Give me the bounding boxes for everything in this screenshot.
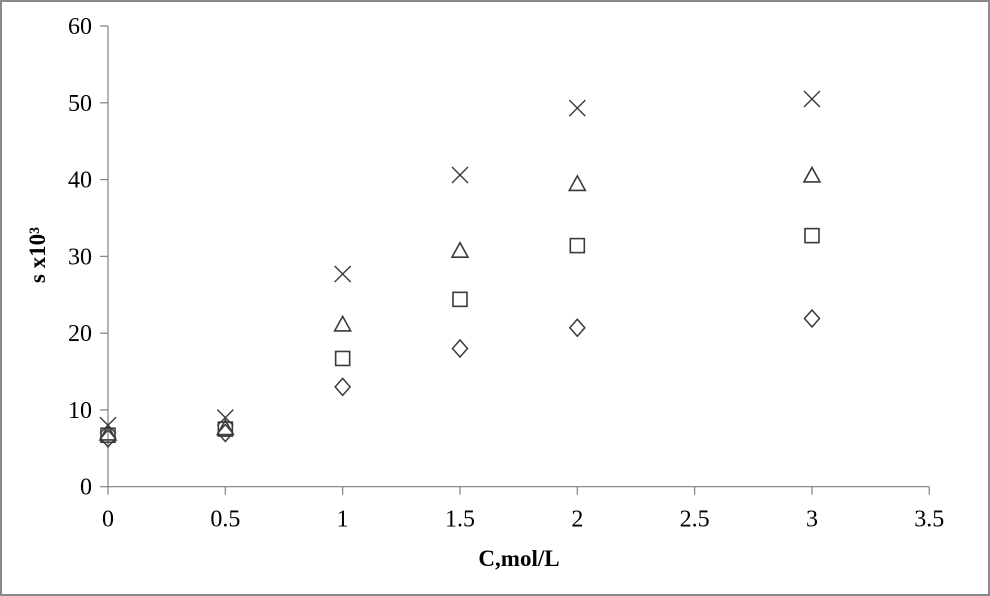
marker-diamond xyxy=(451,338,469,359)
marker-square xyxy=(100,427,116,444)
marker-triangle xyxy=(333,314,353,332)
x-tick-label: 0 xyxy=(102,507,114,533)
y-tick-label: 10 xyxy=(68,398,92,424)
x-axis-title: C,mol/L xyxy=(478,546,560,571)
marker-cross xyxy=(334,265,352,283)
marker-triangle xyxy=(215,418,235,436)
marker-diamond xyxy=(334,377,352,397)
marker-diamond xyxy=(568,318,586,338)
marker-square xyxy=(334,350,351,367)
marker-diamond xyxy=(216,423,234,443)
marker-cross xyxy=(451,166,469,184)
x-tick-label: 3.5 xyxy=(914,507,944,533)
y-tick-label: 20 xyxy=(68,321,92,347)
marker-cross xyxy=(99,416,117,434)
y-tick-label: 30 xyxy=(68,244,92,270)
y-tick-label: 50 xyxy=(68,91,92,117)
marker-diamond xyxy=(803,308,821,329)
marker-cross xyxy=(216,409,234,427)
y-tick-label: 60 xyxy=(68,14,92,40)
marker-square xyxy=(452,291,468,308)
x-tick-label: 2 xyxy=(571,507,583,533)
marker-triangle xyxy=(450,241,470,259)
marker-square xyxy=(569,237,586,254)
x-tick-label: 3 xyxy=(806,507,818,533)
marker-square xyxy=(217,421,234,437)
x-tick-label: 2.5 xyxy=(680,507,710,533)
y-axis-title: s x10³ xyxy=(25,226,50,284)
marker-square xyxy=(804,227,820,244)
marker-cross xyxy=(803,90,821,108)
x-tick-label: 0.5 xyxy=(210,507,240,533)
marker-triangle xyxy=(802,165,822,183)
y-tick-label: 0 xyxy=(80,475,92,501)
x-tick-label: 1.5 xyxy=(445,507,475,533)
x-tick-label: 1 xyxy=(337,507,349,533)
marker-triangle xyxy=(567,174,587,192)
marker-triangle xyxy=(98,423,118,441)
y-tick-label: 40 xyxy=(68,168,92,194)
marker-cross xyxy=(568,99,586,117)
